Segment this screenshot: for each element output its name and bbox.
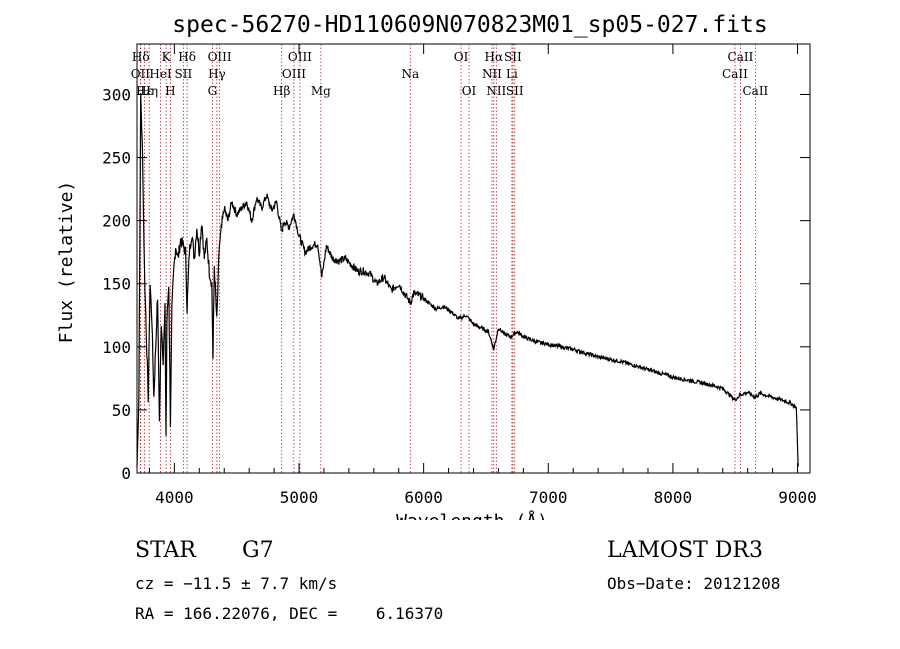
x-tick-label-5: 9000	[778, 488, 817, 507]
y-axis-label: Flux (relative)	[56, 181, 77, 344]
plot-frame	[136, 43, 811, 474]
y-tick-label-1: 50	[112, 401, 131, 420]
line-label-4: K	[162, 50, 172, 64]
line-label-14: OIII	[282, 67, 306, 81]
line-label-5: HeI	[149, 67, 172, 81]
line-label-22: SII	[504, 50, 522, 64]
line-label-10: Hγ	[208, 67, 226, 81]
line-label-13: OIII	[288, 50, 312, 64]
line-label-27: CaII	[742, 84, 768, 98]
y-tick-label-3: 150	[102, 275, 131, 294]
x-tick-label-1: 5000	[280, 488, 319, 507]
y-axis: 0 50 100 150 200 250 300	[102, 85, 810, 483]
y-tick-label-5: 250	[102, 149, 131, 168]
x-tick-label-0: 4000	[155, 488, 194, 507]
line-label-20: NII	[482, 67, 502, 81]
x-axis-label: Wavelength (Å)	[396, 510, 548, 520]
y-tick-label-6: 300	[102, 85, 131, 104]
chart-title: spec-56270-HD110609N070823M01_sp05-027.f…	[172, 12, 767, 38]
object-subclass: G7	[242, 538, 274, 563]
observation-date: Obs−Date: 20121208	[607, 574, 781, 593]
line-label-0: Hδ	[132, 50, 150, 64]
line-label-1: OII	[131, 67, 151, 81]
line-label-16: Na	[401, 67, 419, 81]
spectrum-chart: spec-56270-HD110609N070823M01_sp05-027.f…	[56, 12, 817, 520]
line-label-6: H	[165, 84, 175, 98]
line-label-12: Hβ	[273, 84, 290, 98]
y-tick-label-4: 200	[102, 212, 131, 231]
y-tick-label-2: 100	[102, 338, 131, 357]
redshift-cz: cz = −11.5 ± 7.7 km/s	[135, 574, 338, 593]
line-label-3: Hη	[140, 84, 158, 98]
line-label-23: Li	[506, 67, 518, 81]
spectral-line-markers	[139, 44, 756, 473]
x-tick-label-4: 8000	[654, 488, 693, 507]
line-label-17: OI	[454, 50, 469, 64]
line-label-9: OIII	[208, 50, 232, 64]
coordinates: RA = 166.22076, DEC = 6.16370	[135, 604, 444, 623]
line-label-18: OI	[462, 84, 477, 98]
line-label-25: CaII	[728, 50, 754, 64]
line-label-24: SII	[506, 84, 524, 98]
spectrum-line	[136, 93, 799, 467]
line-label-11: G	[208, 84, 218, 98]
line-label-7: SII	[175, 67, 193, 81]
line-label-8: Hδ	[178, 50, 196, 64]
x-axis: 4000 5000 6000 7000 8000 9000	[148, 44, 817, 507]
line-label-15: Mg	[311, 84, 331, 98]
survey-name: LAMOST DR3	[607, 538, 763, 563]
line-label-26: CaII	[722, 67, 748, 81]
line-label-19: Hα	[485, 50, 504, 64]
object-class: STAR	[135, 538, 196, 563]
y-tick-label-0: 0	[121, 464, 131, 483]
x-tick-label-2: 6000	[404, 488, 443, 507]
line-label-21: NII	[486, 84, 506, 98]
x-tick-label-3: 7000	[529, 488, 568, 507]
